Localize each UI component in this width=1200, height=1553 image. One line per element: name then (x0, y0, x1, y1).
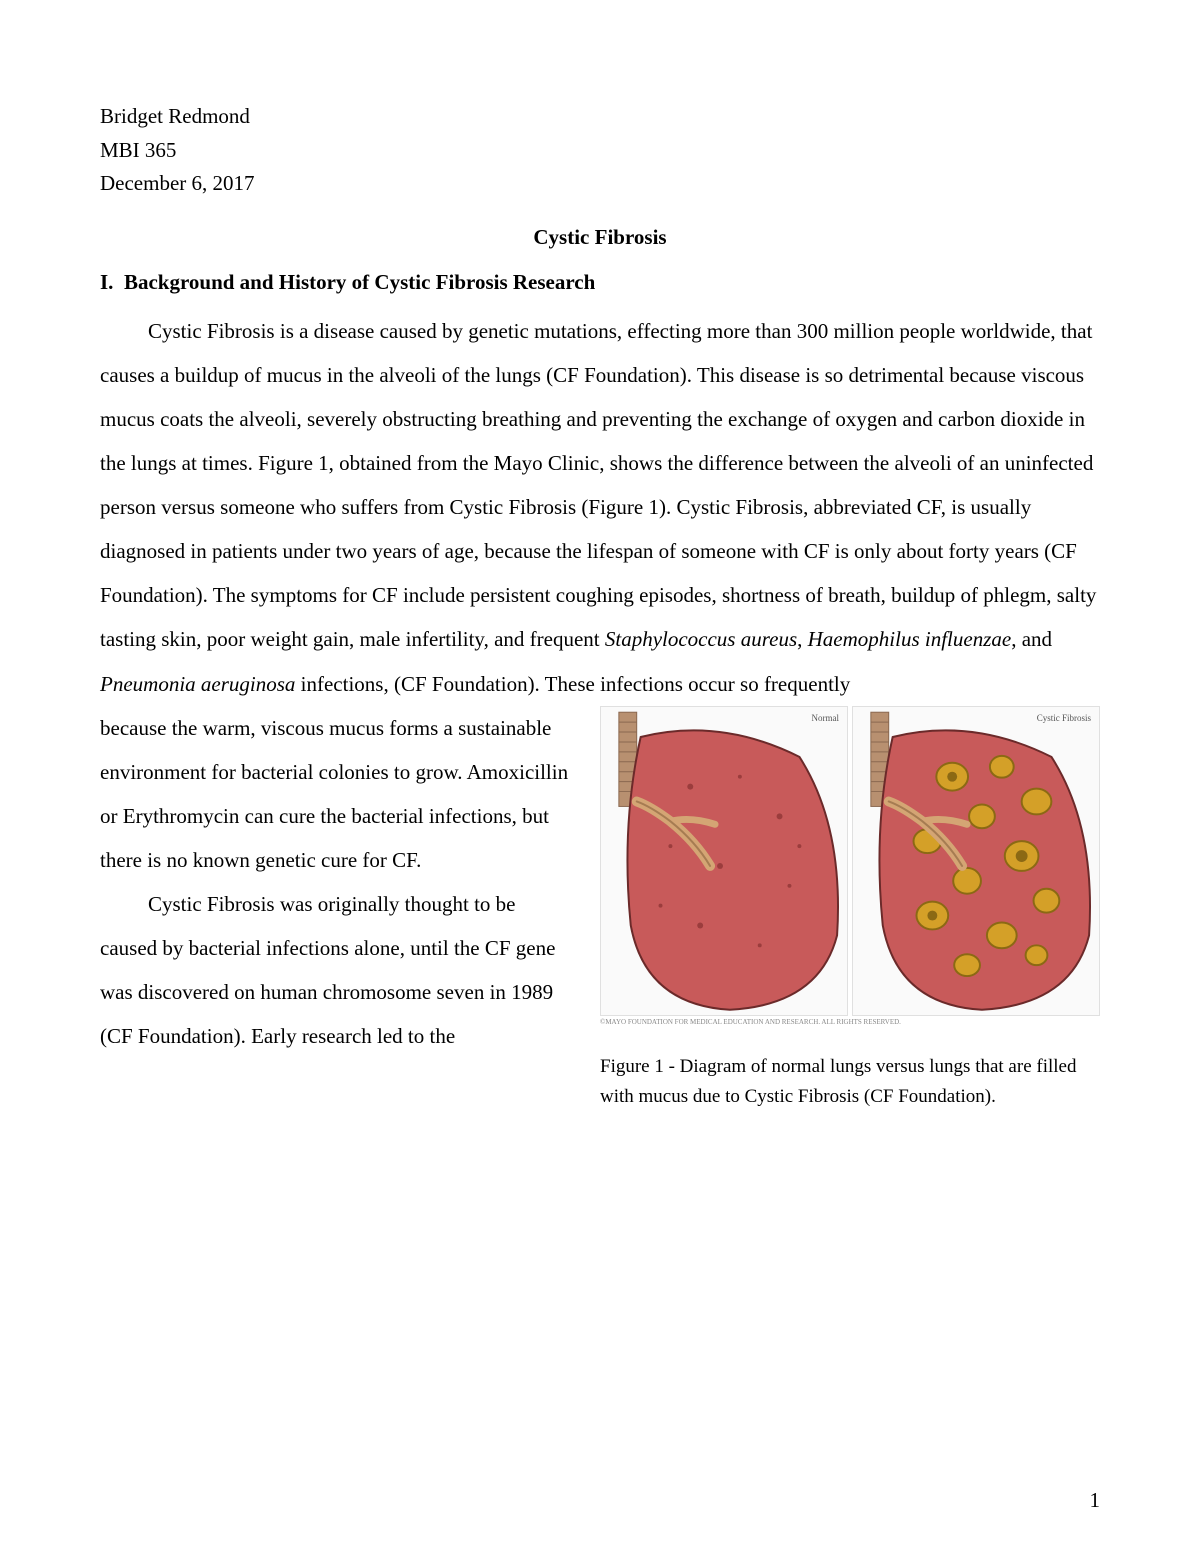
paragraph-1-wrapped: because the warm, viscous mucus forms a … (100, 706, 570, 882)
lung-panel-normal: Normal (600, 706, 848, 1016)
figure-copyright: ©MAYO FOUNDATION FOR MEDICAL EDUCATION A… (600, 1018, 1100, 1026)
figure-caption: Figure 1 - Diagram of normal lungs versu… (600, 1052, 1100, 1113)
paragraph-2: Cystic Fibrosis was originally thought t… (100, 882, 570, 1058)
species-3: Pneumonia aeruginosa (100, 672, 295, 696)
page-number: 1 (1090, 1488, 1101, 1513)
section-heading: I. Background and History of Cystic Fibr… (100, 270, 1100, 295)
lung-normal-svg (601, 707, 847, 1015)
species-1: Staphylococcus aureus (605, 627, 797, 651)
figure-1: Normal (600, 706, 1100, 1113)
species-2: Haemophilus influenzae (808, 627, 1012, 651)
lung-diagram: Normal (600, 706, 1100, 1016)
lung-panel-cf: Cystic Fibrosis (852, 706, 1100, 1016)
author-name: Bridget Redmond (100, 100, 1100, 134)
lung-label-cf: Cystic Fibrosis (1037, 713, 1091, 723)
lung-label-normal: Normal (812, 713, 840, 723)
paragraph-1-full: Cystic Fibrosis is a disease caused by g… (100, 309, 1100, 706)
document-title: Cystic Fibrosis (100, 225, 1100, 250)
lung-cf-svg (853, 707, 1099, 1015)
section-title: Background and History of Cystic Fibrosi… (124, 270, 595, 294)
document-date: December 6, 2017 (100, 167, 1100, 201)
section-number: I. (100, 270, 113, 294)
course-code: MBI 365 (100, 134, 1100, 168)
